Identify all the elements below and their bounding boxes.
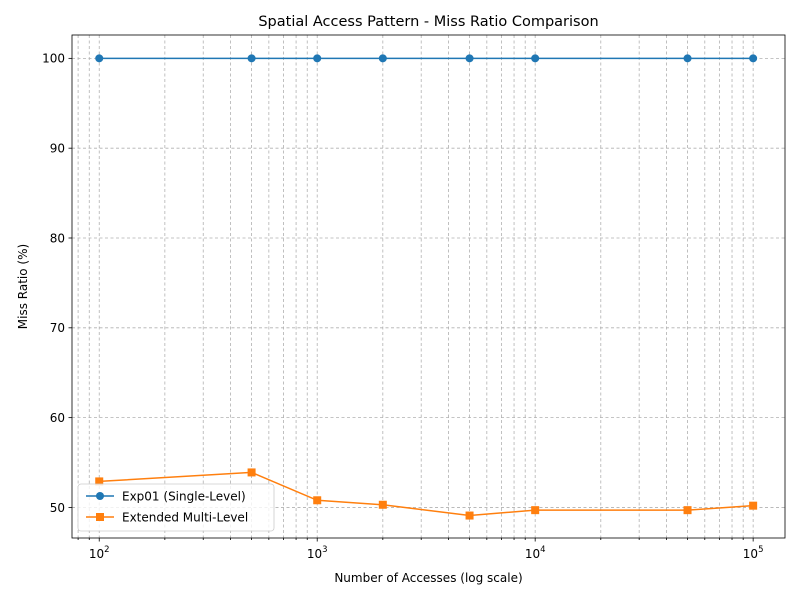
y-tick-label: 60 — [50, 411, 65, 425]
x-tick-base: 10 — [743, 547, 758, 561]
y-tick-label: 50 — [50, 501, 65, 515]
x-axis-label: Number of Accesses (log scale) — [334, 571, 522, 585]
data-point-circle — [313, 54, 322, 63]
data-point-square — [95, 477, 104, 486]
series-line — [99, 471, 754, 517]
x-tick-base: 10 — [525, 547, 540, 561]
x-tick-exponent: 2 — [104, 545, 109, 555]
x-tick-base: 10 — [89, 547, 104, 561]
series-1 — [95, 54, 758, 63]
x-tick-label: 102 — [89, 545, 110, 561]
data-point-circle — [95, 54, 104, 63]
series-layer — [95, 54, 758, 520]
legend-marker-circle — [96, 492, 104, 500]
legend-label: Exp01 (Single-Level) — [122, 489, 246, 503]
x-tick-exponent: 4 — [540, 545, 545, 555]
x-tick-label: 103 — [307, 545, 328, 561]
legend-label: Extended Multi-Level — [122, 510, 248, 524]
data-point-square — [531, 506, 540, 515]
data-point-circle — [531, 54, 540, 63]
plot-frame — [71, 34, 786, 539]
data-point-circle — [465, 54, 474, 63]
grid — [72, 35, 785, 538]
legend-marker-square — [96, 513, 104, 521]
legend: Exp01 (Single-Level) Extended Multi-Level — [77, 483, 275, 532]
x-tick-label: 104 — [525, 545, 546, 561]
data-point-square — [378, 500, 387, 509]
data-point-circle — [378, 54, 387, 63]
legend-box — [77, 483, 275, 532]
x-tick-exponent: 5 — [758, 545, 763, 555]
series-2 — [95, 468, 758, 520]
data-point-circle — [749, 54, 758, 63]
x-tick-base: 10 — [307, 547, 322, 561]
data-point-circle — [247, 54, 256, 63]
data-point-square — [683, 506, 692, 515]
y-tick-label: 100 — [42, 52, 65, 66]
y-tick-label: 70 — [50, 321, 65, 335]
data-point-square — [247, 468, 256, 477]
chart-title: Spatial Access Pattern - Miss Ratio Comp… — [258, 14, 598, 30]
data-point-square — [465, 511, 474, 520]
y-tick-label: 90 — [50, 141, 65, 155]
data-point-square — [313, 496, 322, 505]
x-tick-exponent: 3 — [322, 545, 327, 555]
data-point-square — [749, 501, 758, 510]
y-tick-label: 80 — [50, 231, 65, 245]
y-axis-label: Miss Ratio (%) — [16, 244, 30, 329]
data-point-circle — [683, 54, 692, 63]
x-tick-label: 105 — [743, 545, 764, 561]
